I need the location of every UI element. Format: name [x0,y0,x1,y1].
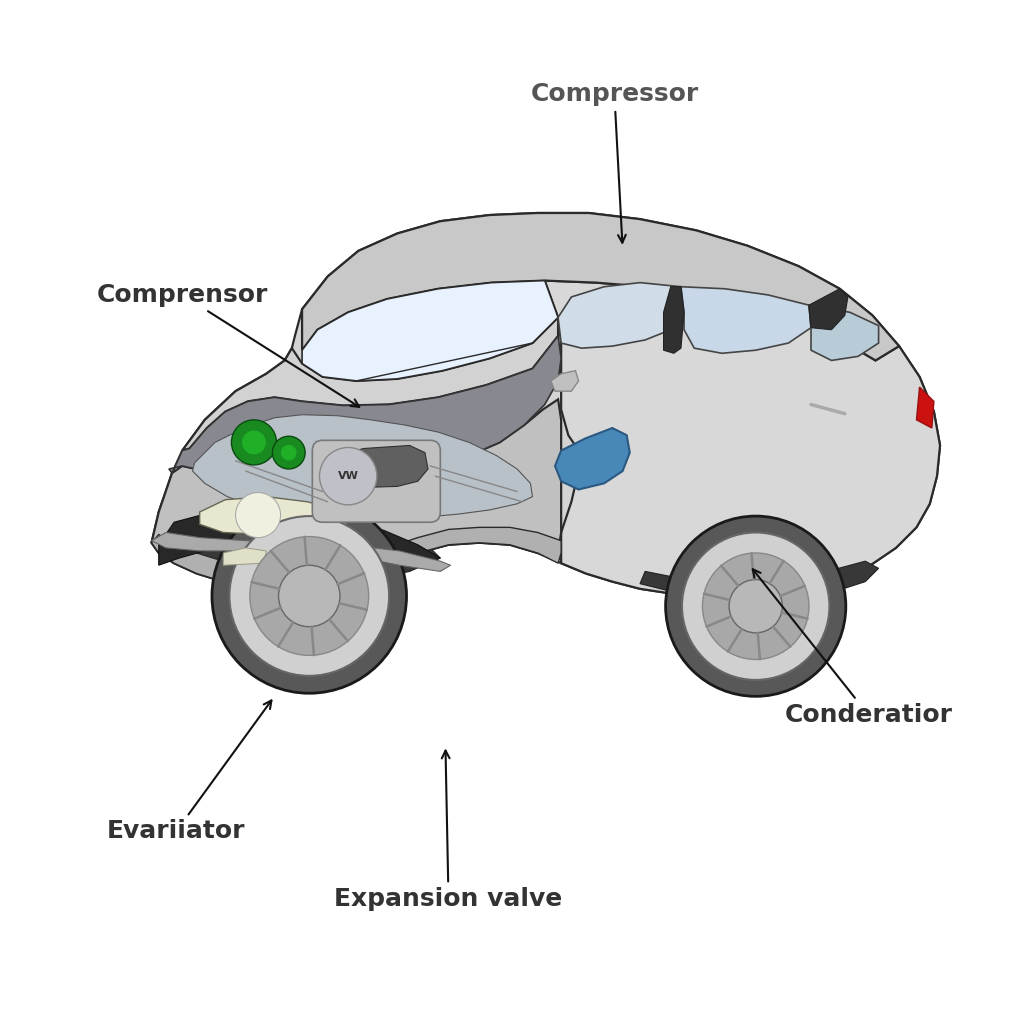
Polygon shape [664,287,684,353]
Polygon shape [152,532,451,571]
Text: Comprensor: Comprensor [96,283,359,407]
Polygon shape [555,428,630,489]
Circle shape [666,516,846,696]
Polygon shape [681,287,811,353]
Text: Conderatior: Conderatior [753,569,952,727]
Polygon shape [169,336,561,481]
Polygon shape [551,371,579,391]
Circle shape [229,516,389,676]
Polygon shape [152,527,561,586]
Polygon shape [916,387,934,428]
Text: VW: VW [338,471,358,481]
Circle shape [682,532,829,680]
Circle shape [212,499,407,693]
Polygon shape [152,213,940,596]
Polygon shape [558,283,684,348]
FancyBboxPatch shape [312,440,440,522]
Polygon shape [302,281,558,381]
Polygon shape [200,497,348,535]
Circle shape [242,430,266,455]
Polygon shape [330,445,428,487]
Polygon shape [193,415,532,519]
Circle shape [319,447,377,505]
Polygon shape [223,548,266,565]
Polygon shape [809,289,848,330]
Polygon shape [159,512,440,565]
Circle shape [702,553,809,659]
Circle shape [281,444,297,461]
Polygon shape [152,399,561,586]
Polygon shape [545,281,940,596]
Circle shape [279,565,340,627]
Polygon shape [179,545,440,586]
Circle shape [231,420,276,465]
Text: Evariiator: Evariiator [106,700,271,844]
Text: Expansion valve: Expansion valve [335,751,562,911]
Circle shape [236,493,281,538]
Text: Compressor: Compressor [530,82,698,243]
Circle shape [272,436,305,469]
Polygon shape [809,305,879,360]
Polygon shape [302,213,899,360]
Circle shape [250,537,369,655]
Circle shape [729,580,782,633]
Polygon shape [640,561,879,599]
Polygon shape [182,317,558,451]
